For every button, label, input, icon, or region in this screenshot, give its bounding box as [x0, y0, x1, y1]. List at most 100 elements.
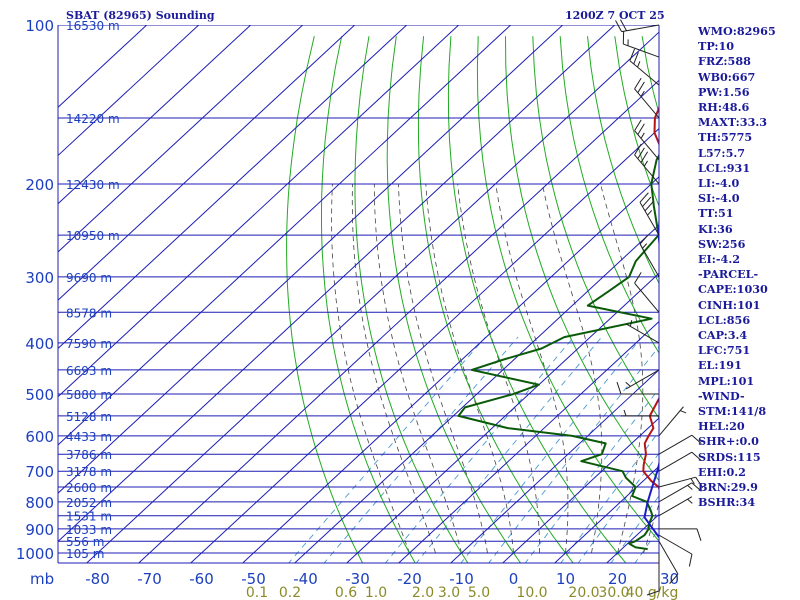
mixing-ratio-label: 0.1 — [246, 585, 268, 600]
index-value: CINH:101 — [698, 297, 761, 312]
wind-barb-half-feather — [643, 160, 648, 167]
temperature-tick-label: -60 — [189, 570, 214, 588]
wind-barb-feather — [616, 381, 622, 395]
wind-barb-staff — [629, 60, 660, 86]
wind-barb — [658, 476, 704, 489]
height-label: 2052 m — [66, 496, 112, 510]
wind-barb-feather — [633, 52, 639, 65]
wind-barb-staff — [634, 154, 660, 185]
wind-barb-feather — [637, 81, 645, 93]
height-label: 105 m — [66, 547, 104, 561]
mixing-ratio-label: 2.0 — [412, 585, 434, 600]
wind-barb-staff — [634, 88, 660, 119]
height-label: 14220 m — [66, 112, 120, 126]
index-value: LFC:751 — [698, 343, 751, 358]
moist-adiabat-line — [331, 183, 410, 554]
index-value: TP:10 — [698, 39, 735, 54]
mixing-ratio-label: 0.6 — [335, 585, 357, 600]
isotherm-line — [345, 272, 659, 563]
index-value: MAXT:33.3 — [698, 115, 768, 130]
wind-barb-feather — [691, 434, 702, 444]
isotherm-line — [501, 417, 659, 563]
isotherm-line — [553, 465, 659, 563]
wind-barb — [621, 409, 659, 417]
wind-barb-feather — [634, 143, 642, 156]
wind-barb-half-feather — [640, 90, 645, 97]
dry-adiabat-line — [447, 36, 627, 563]
sounding-traces — [457, 105, 659, 551]
index-value: WB0:667 — [698, 69, 756, 84]
index-value: PW:1.56 — [698, 84, 750, 99]
wind-barb-feather — [691, 451, 702, 461]
height-label: 556 m — [66, 535, 104, 549]
parcel-trace — [643, 211, 659, 539]
wind-barb-feather — [620, 19, 627, 31]
wind-barb — [639, 192, 660, 236]
mixing-ratio-label: 3.0 — [438, 585, 460, 600]
isotherm-line — [58, 25, 304, 253]
wind-barb-staff — [658, 406, 684, 437]
wind-barb-staff — [625, 323, 660, 344]
temperature-tick-label: 30 — [660, 570, 679, 588]
temperature-tick-label: 20 — [608, 570, 627, 588]
wind-barb-staff — [621, 24, 660, 33]
wind-barb-feather — [639, 234, 649, 245]
index-value: EI:-4.2 — [698, 252, 740, 267]
dry-adiabat-line — [476, 36, 659, 542]
index-value: EL:191 — [698, 358, 742, 373]
index-value: WMO:82965 — [698, 24, 776, 38]
wind-barb-half-feather — [637, 61, 641, 68]
isotherm-line — [58, 25, 200, 157]
wind-barb — [625, 320, 660, 344]
chart-title: SBAT (82965) Sounding — [66, 9, 215, 22]
temperature-tick-label: -30 — [345, 570, 370, 588]
wind-barb-half-feather — [629, 320, 633, 327]
height-label: 4433 m — [66, 430, 112, 444]
dry-adiabat-line — [505, 36, 659, 482]
wind-barb-feather — [691, 482, 702, 492]
mixing-ratio-label: 1.0 — [365, 585, 387, 600]
height-label: 1033 m — [66, 523, 112, 537]
index-value: MPL:101 — [698, 373, 755, 388]
dewpoint-trace — [457, 153, 659, 551]
wind-barb-staff — [658, 451, 693, 472]
wind-barb — [646, 553, 660, 596]
wind-barb-feather — [637, 123, 645, 135]
isotherm-line — [58, 25, 512, 446]
height-label: 5128 m — [66, 410, 112, 424]
wind-barbs — [615, 19, 704, 596]
pressure-tick-label: 200 — [25, 176, 54, 194]
index-value: BSHR:34 — [698, 495, 756, 510]
wind-barb-feather — [634, 272, 642, 284]
wind-barb-half-feather — [680, 410, 687, 414]
dry-adiabat-line — [321, 36, 416, 563]
isotherm-line — [241, 176, 659, 563]
pressure-tick-label: 1000 — [16, 545, 54, 563]
wind-barb — [634, 143, 660, 185]
isotherm-line — [58, 25, 616, 543]
index-value: SRDS:115 — [698, 449, 761, 464]
index-value: SHR+:0.0 — [698, 434, 759, 449]
wind-barb-staff — [634, 282, 660, 313]
wind-barb-feather — [688, 554, 693, 567]
moist-adiabat-line — [398, 183, 488, 554]
wind-barb-staff — [658, 434, 693, 455]
wind-barb-staff — [634, 130, 660, 161]
wind-barb-staff — [658, 476, 696, 488]
wind-barb — [659, 528, 702, 541]
index-value: LI:-4.0 — [698, 176, 740, 191]
dry-adiabat-line — [559, 36, 659, 354]
wind-barb-half-feather — [690, 478, 695, 485]
isotherms — [58, 25, 659, 563]
wind-barb-feather — [615, 20, 623, 32]
isotherm-line — [58, 25, 408, 350]
wind-barb-staff — [658, 482, 693, 503]
isobars — [58, 25, 659, 554]
mixing-ratio-label: 30.0 — [598, 585, 629, 600]
wind-barb-feather — [646, 590, 660, 596]
temperature-tick-label: -70 — [137, 570, 162, 588]
grid-layer — [58, 25, 659, 563]
wind-barb-half-feather — [687, 484, 693, 490]
index-value: -WIND- — [698, 388, 745, 403]
wind-barb-staff — [658, 534, 693, 555]
